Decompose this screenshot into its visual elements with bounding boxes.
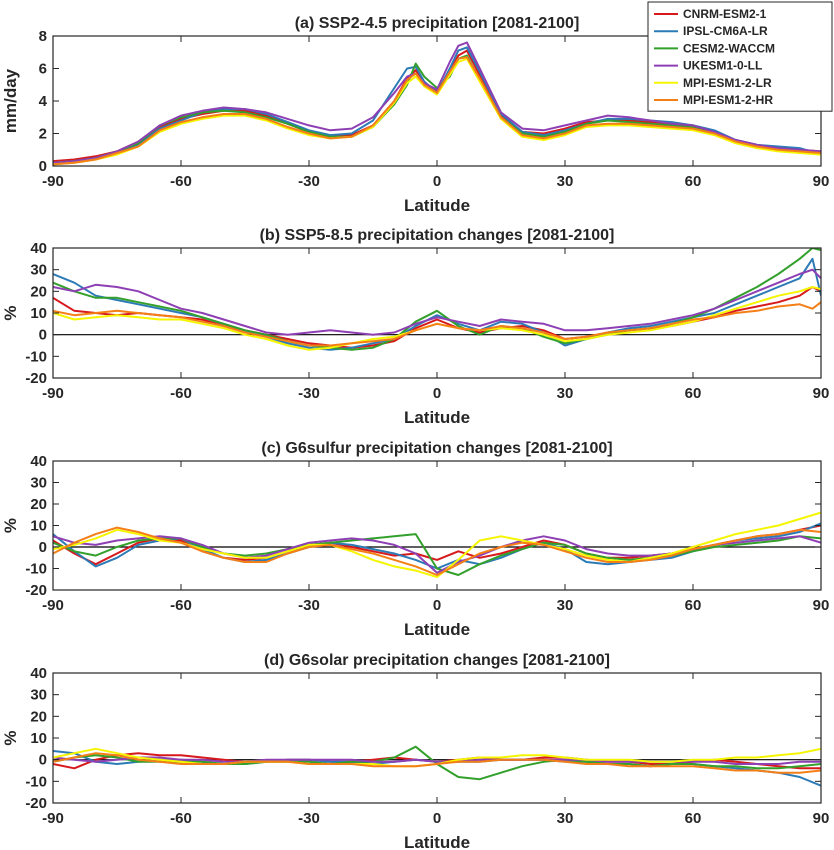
x-tick-label: -60 (170, 810, 192, 827)
panel-2: (b) SSP5-8.5 precipitation changes [2081… (1, 227, 829, 427)
x-tick-label: 30 (557, 810, 574, 827)
y-tick-label: 6 (39, 61, 47, 78)
legend-entry: CNRM-ESM2-1 (683, 7, 767, 21)
legend-entry: IPSL-CM6A-LR (683, 24, 768, 38)
y-tick-label: 40 (30, 453, 47, 470)
y-tick-label: -20 (25, 582, 47, 599)
x-tick-label: 0 (433, 597, 441, 614)
x-tick-label: -30 (298, 810, 320, 827)
y-tick-label: -20 (25, 795, 47, 812)
y-tick-label: 30 (30, 687, 47, 704)
legend-entry: CESM2-WACCM (683, 41, 775, 55)
x-axis-label: Latitude (404, 833, 470, 850)
x-tick-label: -30 (298, 173, 320, 190)
x-tick-label: 0 (433, 810, 441, 827)
y-tick-label: 10 (30, 305, 47, 322)
x-tick-label: 90 (813, 385, 830, 402)
x-tick-label: -60 (170, 173, 192, 190)
panel-1: (a) SSP2-4.5 precipitation [2081-2100] -9… (1, 15, 829, 215)
y-tick-label: 8 (39, 28, 47, 45)
series-line-ukesm1-0-ll (53, 756, 821, 765)
legend: CNRM-ESM2-1 IPSL-CM6A-LR CESM2-WACCM UKESM1… (647, 1, 833, 112)
x-axis-label: Latitude (404, 196, 470, 215)
panel-4: (d) G6solar precipitation changes [2081-… (1, 652, 829, 850)
x-tick-label: 60 (685, 597, 702, 614)
y-axis-label: % (1, 518, 20, 533)
y-tick-label: -10 (25, 348, 47, 365)
series-line-mpi-esm1-2-hr (53, 526, 821, 576)
x-tick-label: 30 (557, 385, 574, 402)
panel-title: (d) G6solar precipitation changes [2081-… (264, 652, 610, 669)
y-tick-label: 40 (30, 240, 47, 257)
y-tick-label: 10 (30, 730, 47, 747)
y-tick-label: 30 (30, 262, 47, 279)
panel-title: (a) SSP2-4.5 precipitation [2081-2100] (295, 15, 580, 32)
series-line-mpi-esm1-2-hr (53, 56, 821, 166)
x-axis-label: Latitude (404, 620, 470, 639)
series-line-mpi-esm1-2-lr (53, 57, 821, 166)
x-tick-label: 90 (813, 810, 830, 827)
x-tick-label: 90 (813, 173, 830, 190)
x-tick-label: -90 (42, 597, 64, 614)
series-line-ukesm1-0-ll (53, 41, 821, 164)
y-axis-label: % (1, 305, 20, 320)
y-tick-label: 0 (39, 539, 47, 556)
y-tick-label: 0 (39, 158, 47, 175)
series-group (53, 41, 821, 166)
axes-box (52, 460, 822, 591)
panel-3: (c) G6sulfur precipitation changes [2081… (1, 440, 829, 639)
panel-title: (c) G6sulfur precipitation changes [2081… (261, 440, 612, 457)
series-line-mpi-esm1-2-hr (53, 301, 821, 347)
y-tick-label: -10 (25, 561, 47, 578)
x-tick-label: 0 (433, 385, 441, 402)
x-tick-label: 30 (557, 597, 574, 614)
x-tick-label: -60 (170, 597, 192, 614)
series-group (53, 745, 821, 787)
y-axis-label: % (1, 730, 20, 745)
y-tick-label: 40 (30, 665, 47, 682)
legend-entry: MPI-ESM1-2-HR (683, 93, 773, 107)
y-tick-label: 0 (39, 327, 47, 344)
x-tick-label: 90 (813, 597, 830, 614)
y-axis-label: mm/day (1, 68, 20, 133)
panel-title: (b) SSP5-8.5 precipitation changes [2081… (260, 227, 615, 244)
y-tick-label: 20 (30, 708, 47, 725)
x-tick-label: -90 (42, 173, 64, 190)
x-tick-label: -90 (42, 810, 64, 827)
x-tick-label: 30 (557, 173, 574, 190)
y-tick-label: 2 (39, 126, 47, 143)
x-tick-label: -30 (298, 385, 320, 402)
series-line-ukesm1-0-ll (53, 268, 821, 336)
series-line-cnrm-esm2-1 (53, 524, 821, 566)
y-tick-label: 20 (30, 496, 47, 513)
x-axis-label: Latitude (404, 408, 470, 427)
y-tick-label: -20 (25, 370, 47, 387)
x-tick-label: 0 (433, 173, 441, 190)
y-tick-label: 4 (39, 93, 48, 110)
x-tick-label: 60 (685, 173, 702, 190)
x-tick-label: 60 (685, 810, 702, 827)
series-group (53, 248, 821, 351)
legend-box (647, 1, 833, 112)
x-tick-label: -60 (170, 385, 192, 402)
series-line-mpi-esm1-2-hr (53, 752, 821, 774)
x-tick-label: 60 (685, 385, 702, 402)
x-tick-label: -90 (42, 385, 64, 402)
y-tick-label: 0 (39, 752, 47, 769)
y-tick-label: 10 (30, 518, 47, 535)
y-tick-label: 30 (30, 475, 47, 492)
y-tick-label: 20 (30, 283, 47, 300)
axes-box (52, 672, 822, 804)
y-tick-label: -10 (25, 773, 47, 790)
legend-entry: MPI-ESM1-2-LR (683, 76, 772, 90)
series-group (53, 511, 821, 579)
x-tick-label: -30 (298, 597, 320, 614)
legend-entry: UKESM1-0-LL (683, 59, 762, 73)
